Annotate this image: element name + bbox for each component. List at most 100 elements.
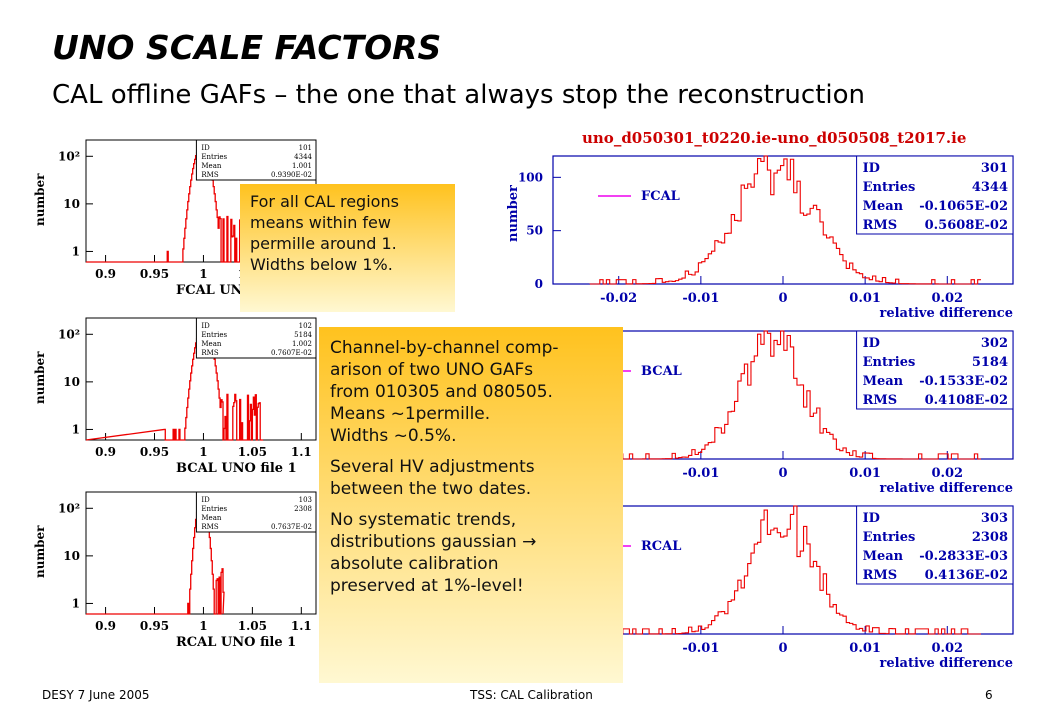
- x-tick-label: 0.95: [140, 619, 169, 633]
- y-tick-label: 1: [72, 244, 80, 258]
- x-tick-label: 0.9: [95, 619, 116, 633]
- legend-label: FCAL: [641, 189, 680, 204]
- stats-key: ID: [201, 496, 210, 504]
- stats-value: 1.002: [292, 340, 312, 348]
- stats-key: RMS: [201, 349, 218, 357]
- stats-value: 303: [981, 511, 1008, 526]
- stats-key: RMS: [863, 568, 898, 583]
- stats-box: [195, 317, 317, 359]
- stats-box: [856, 155, 1014, 235]
- histogram-svg: 0.9 0.95 1 1.05 1.1 1 10 10² number BCAL UNO file…: [33, 317, 317, 476]
- stats-value: 0.4108E-02: [925, 393, 1008, 408]
- x-tick-label: 0: [778, 641, 787, 656]
- stats-value: 0.4136E-02: [925, 568, 1008, 583]
- stats-value: 4344: [294, 153, 312, 161]
- stats-key: RMS: [863, 393, 898, 408]
- callout-line: No systematic trends,: [330, 510, 517, 530]
- x-tick-label: 1.05: [238, 445, 267, 459]
- stats-key: Mean: [201, 162, 221, 170]
- stats-value: 302: [981, 336, 1008, 351]
- comparison-title: uno_d050301_t0220.ie-uno_d050508_t2017.i…: [582, 129, 966, 148]
- stats-key: Mean: [863, 199, 904, 214]
- stats-value: 0.7637E-02: [271, 523, 312, 531]
- stats-key: Entries: [201, 331, 227, 339]
- x-tick-label: 0.02: [931, 291, 963, 306]
- histogram-line: [589, 330, 981, 460]
- x-tick-label: 0.02: [931, 641, 963, 656]
- stats-value: 102: [299, 322, 312, 330]
- stats-key: Entries: [201, 505, 227, 513]
- callout-line: preserved at 1%-level!: [330, 576, 524, 596]
- stats-key: RMS: [201, 171, 218, 179]
- stats-key: Entries: [863, 180, 916, 195]
- stats-value: -0.1533E-02: [919, 374, 1008, 389]
- y-tick-label: 1: [72, 422, 80, 436]
- x-tick-label: 0.02: [931, 466, 963, 481]
- x-tick-label: 0.01: [849, 641, 881, 656]
- callout-line: Channel-by-channel comp-: [330, 338, 559, 358]
- stats-key: Mean: [863, 549, 904, 564]
- callout-line: distributions gaussian →: [330, 532, 537, 552]
- stats-value: 301: [981, 161, 1008, 176]
- y-axis-label: number: [506, 185, 521, 242]
- stats-key: Mean: [201, 340, 221, 348]
- x-axis-label: relative difference: [879, 306, 1013, 321]
- x-tick-label: 0.95: [140, 445, 169, 459]
- x-tick-label: -0.02: [600, 291, 637, 306]
- bcal-difference-histogram: -0.01 0 0.01 0.02 relative difference BCAL ID 3…: [505, 325, 1020, 496]
- x-tick-label: -0.01: [682, 466, 719, 481]
- page-number: 6: [985, 688, 993, 702]
- stats-value: 1.001: [292, 162, 312, 170]
- x-tick-label: 0: [778, 466, 787, 481]
- stats-key: ID: [863, 161, 880, 176]
- y-tick-label: 10²: [58, 149, 80, 163]
- callout-line: Several HV adjustments: [330, 457, 535, 477]
- footer-title: TSS: CAL Calibration: [470, 688, 593, 702]
- x-axis-label: relative difference: [879, 481, 1013, 496]
- x-tick-label: 0.01: [849, 466, 881, 481]
- callout-line: Widths ~0.5%.: [330, 426, 457, 446]
- stats-value: 0.9390E-02: [271, 171, 312, 179]
- y-tick-label: 10: [63, 375, 80, 389]
- slide-subtitle: CAL offline GAFs – the one that always s…: [52, 80, 866, 110]
- callout-line: from 010305 and 080505.: [330, 382, 553, 402]
- x-tick-label: -0.01: [682, 641, 719, 656]
- x-axis-label: relative difference: [879, 656, 1013, 671]
- stats-key: RMS: [201, 523, 218, 531]
- x-tick-label: 0.95: [140, 267, 169, 281]
- callout-line: Means ~1permille.: [330, 404, 491, 424]
- x-tick-label: 0.9: [95, 267, 116, 281]
- stats-value: 0.7607E-02: [271, 349, 312, 357]
- summary-callout: For all CAL regions means within few per…: [240, 184, 455, 312]
- x-tick-label: 1: [199, 619, 207, 633]
- callout-line: means within few: [250, 213, 391, 232]
- x-axis-label: RCAL UNO file 1: [176, 635, 296, 650]
- stats-value: 5184: [294, 331, 312, 339]
- callout-line: Widths below 1%.: [250, 255, 393, 274]
- x-tick-label: 1: [199, 445, 207, 459]
- y-tick-label: 1: [72, 596, 80, 610]
- x-tick-label: 1: [199, 267, 207, 281]
- fcal-difference-histogram: -0.02 -0.01 0 0.01 0.02 0 50 100 number relative …: [505, 150, 1020, 321]
- stats-value: 5184: [972, 355, 1008, 370]
- stats-value: -0.2833E-03: [919, 549, 1008, 564]
- y-tick-label: 10: [63, 549, 80, 563]
- footer-date: DESY 7 June 2005: [42, 688, 150, 702]
- stats-value: -0.1065E-02: [919, 199, 1008, 214]
- comparison-title-text: uno_d050301_t0220.ie-uno_d050508_t2017.i…: [582, 129, 967, 147]
- histogram-svg: 0.9 0.95 1 1.05 1.1 1 10 10² number RCAL UNO file…: [33, 491, 317, 650]
- x-tick-label: 1.1: [291, 445, 312, 459]
- y-axis-label: number: [33, 173, 47, 226]
- y-axis-label: number: [33, 351, 47, 404]
- stats-value: 2308: [972, 530, 1008, 545]
- legend-label: BCAL: [641, 364, 682, 379]
- x-axis-label: BCAL UNO file 1: [176, 461, 297, 476]
- stats-value: 101: [299, 144, 312, 152]
- stats-key: RMS: [863, 218, 898, 233]
- y-tick-label: 10²: [58, 327, 80, 341]
- stats-key: ID: [201, 144, 210, 152]
- stats-value: 2308: [294, 505, 312, 513]
